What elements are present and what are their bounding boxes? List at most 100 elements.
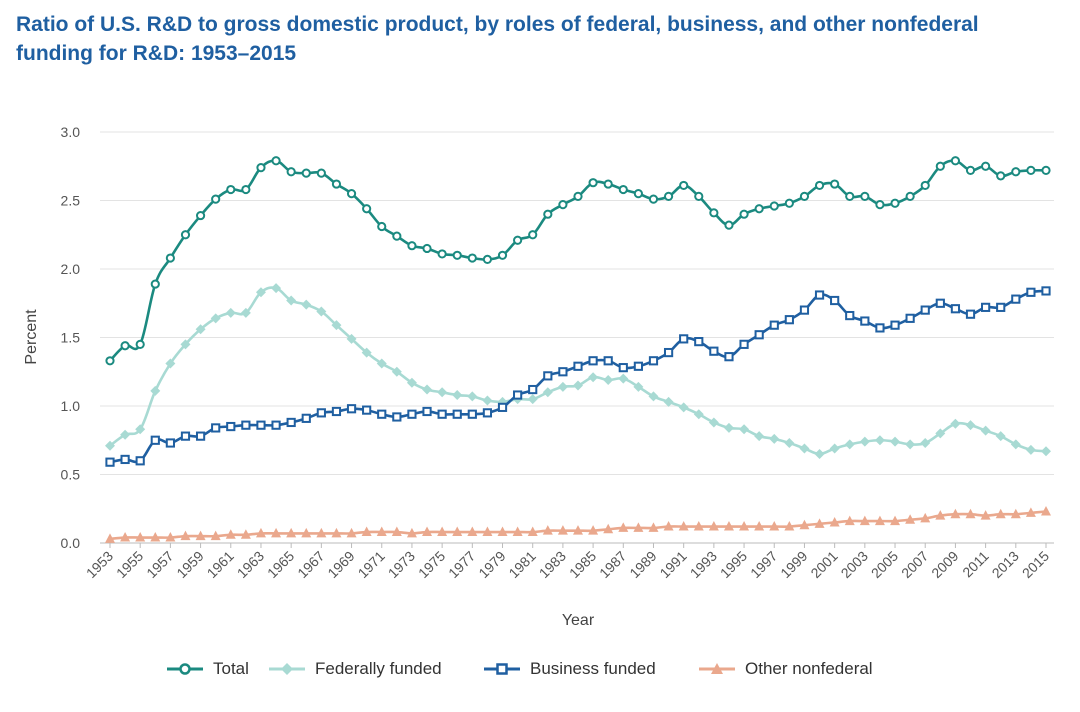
data-point[interactable] <box>799 443 810 454</box>
data-point[interactable] <box>996 171 1006 181</box>
data-point[interactable] <box>890 198 900 208</box>
data-point[interactable] <box>1011 167 1021 177</box>
data-point[interactable] <box>769 433 780 444</box>
data-point[interactable] <box>1011 294 1021 304</box>
data-point[interactable] <box>965 309 976 319</box>
data-point[interactable] <box>618 373 629 384</box>
data-point[interactable] <box>648 194 659 204</box>
data-point[interactable] <box>965 420 976 431</box>
data-point[interactable] <box>633 381 644 392</box>
data-point[interactable] <box>965 508 976 519</box>
data-point[interactable] <box>271 420 281 430</box>
data-point[interactable] <box>165 532 176 542</box>
data-point[interactable] <box>512 526 523 537</box>
data-point[interactable] <box>406 377 417 388</box>
data-point[interactable] <box>195 431 206 441</box>
data-point[interactable] <box>588 356 598 366</box>
data-point[interactable] <box>995 508 1006 519</box>
data-point[interactable] <box>271 283 282 294</box>
data-point[interactable] <box>1041 505 1051 516</box>
data-point[interactable] <box>422 526 433 537</box>
data-point[interactable] <box>422 243 432 254</box>
data-point[interactable] <box>497 402 508 412</box>
data-point[interactable] <box>135 456 145 466</box>
data-point[interactable] <box>482 526 493 537</box>
data-point[interactable] <box>467 391 478 402</box>
data-point[interactable] <box>890 436 901 447</box>
data-point[interactable] <box>723 422 734 433</box>
data-point[interactable] <box>331 527 342 538</box>
data-point[interactable] <box>316 168 326 178</box>
data-point[interactable] <box>739 424 750 435</box>
data-point[interactable] <box>814 180 825 191</box>
data-point[interactable] <box>452 250 462 260</box>
data-point[interactable] <box>226 184 236 195</box>
data-point[interactable] <box>935 510 946 520</box>
data-point[interactable] <box>995 431 1006 442</box>
data-point[interactable] <box>784 521 795 531</box>
data-point[interactable] <box>482 395 493 406</box>
data-point[interactable] <box>996 302 1006 312</box>
data-point[interactable] <box>844 515 855 526</box>
data-point[interactable] <box>920 305 930 315</box>
data-point[interactable] <box>588 178 598 188</box>
data-point[interactable] <box>422 406 432 417</box>
data-point[interactable] <box>905 313 915 323</box>
data-point[interactable] <box>180 339 191 350</box>
data-point[interactable] <box>920 512 931 523</box>
data-point[interactable] <box>844 439 855 450</box>
data-point[interactable] <box>211 423 221 433</box>
data-point[interactable] <box>1025 507 1036 517</box>
data-point[interactable] <box>663 347 674 358</box>
data-point[interactable] <box>452 409 462 419</box>
data-point[interactable] <box>830 295 840 306</box>
data-point[interactable] <box>241 420 251 430</box>
data-point[interactable] <box>105 356 115 366</box>
data-point[interactable] <box>814 290 825 300</box>
data-point[interactable] <box>361 347 372 358</box>
data-point[interactable] <box>105 533 115 543</box>
data-point[interactable] <box>648 522 659 532</box>
data-point[interactable] <box>648 391 659 402</box>
data-point[interactable] <box>392 412 402 422</box>
data-point[interactable] <box>301 299 312 310</box>
data-point[interactable] <box>935 298 945 308</box>
data-point[interactable] <box>618 522 629 532</box>
data-point[interactable] <box>1010 439 1021 450</box>
data-point[interactable] <box>694 337 704 347</box>
data-point[interactable] <box>603 523 614 534</box>
data-point[interactable] <box>376 526 387 537</box>
data-point[interactable] <box>905 191 915 201</box>
data-point[interactable] <box>150 532 161 542</box>
data-point[interactable] <box>814 448 825 459</box>
data-point[interactable] <box>241 184 251 195</box>
data-point[interactable] <box>135 339 145 349</box>
data-point[interactable] <box>331 406 342 417</box>
data-point[interactable] <box>528 384 538 395</box>
data-point[interactable] <box>301 413 311 423</box>
data-point[interactable] <box>362 204 372 214</box>
data-point[interactable] <box>150 385 161 396</box>
data-point[interactable] <box>180 431 191 441</box>
data-point[interactable] <box>497 526 508 537</box>
data-point[interactable] <box>527 526 538 537</box>
data-point[interactable] <box>180 230 191 240</box>
data-point[interactable] <box>799 305 810 315</box>
data-point[interactable] <box>829 516 840 527</box>
data-point[interactable] <box>739 521 750 531</box>
data-point[interactable] <box>195 210 206 221</box>
data-point[interactable] <box>452 390 463 401</box>
data-point[interactable] <box>256 163 266 173</box>
data-point[interactable] <box>830 179 840 189</box>
data-point[interactable] <box>603 356 613 366</box>
data-point[interactable] <box>950 508 961 519</box>
data-point[interactable] <box>286 527 297 538</box>
data-point[interactable] <box>859 515 870 526</box>
data-point[interactable] <box>557 525 568 535</box>
data-point[interactable] <box>437 409 447 419</box>
data-point[interactable] <box>316 527 327 538</box>
data-point[interactable] <box>890 515 901 526</box>
data-point[interactable] <box>301 168 311 178</box>
data-point[interactable] <box>573 361 583 371</box>
data-point[interactable] <box>256 420 266 430</box>
